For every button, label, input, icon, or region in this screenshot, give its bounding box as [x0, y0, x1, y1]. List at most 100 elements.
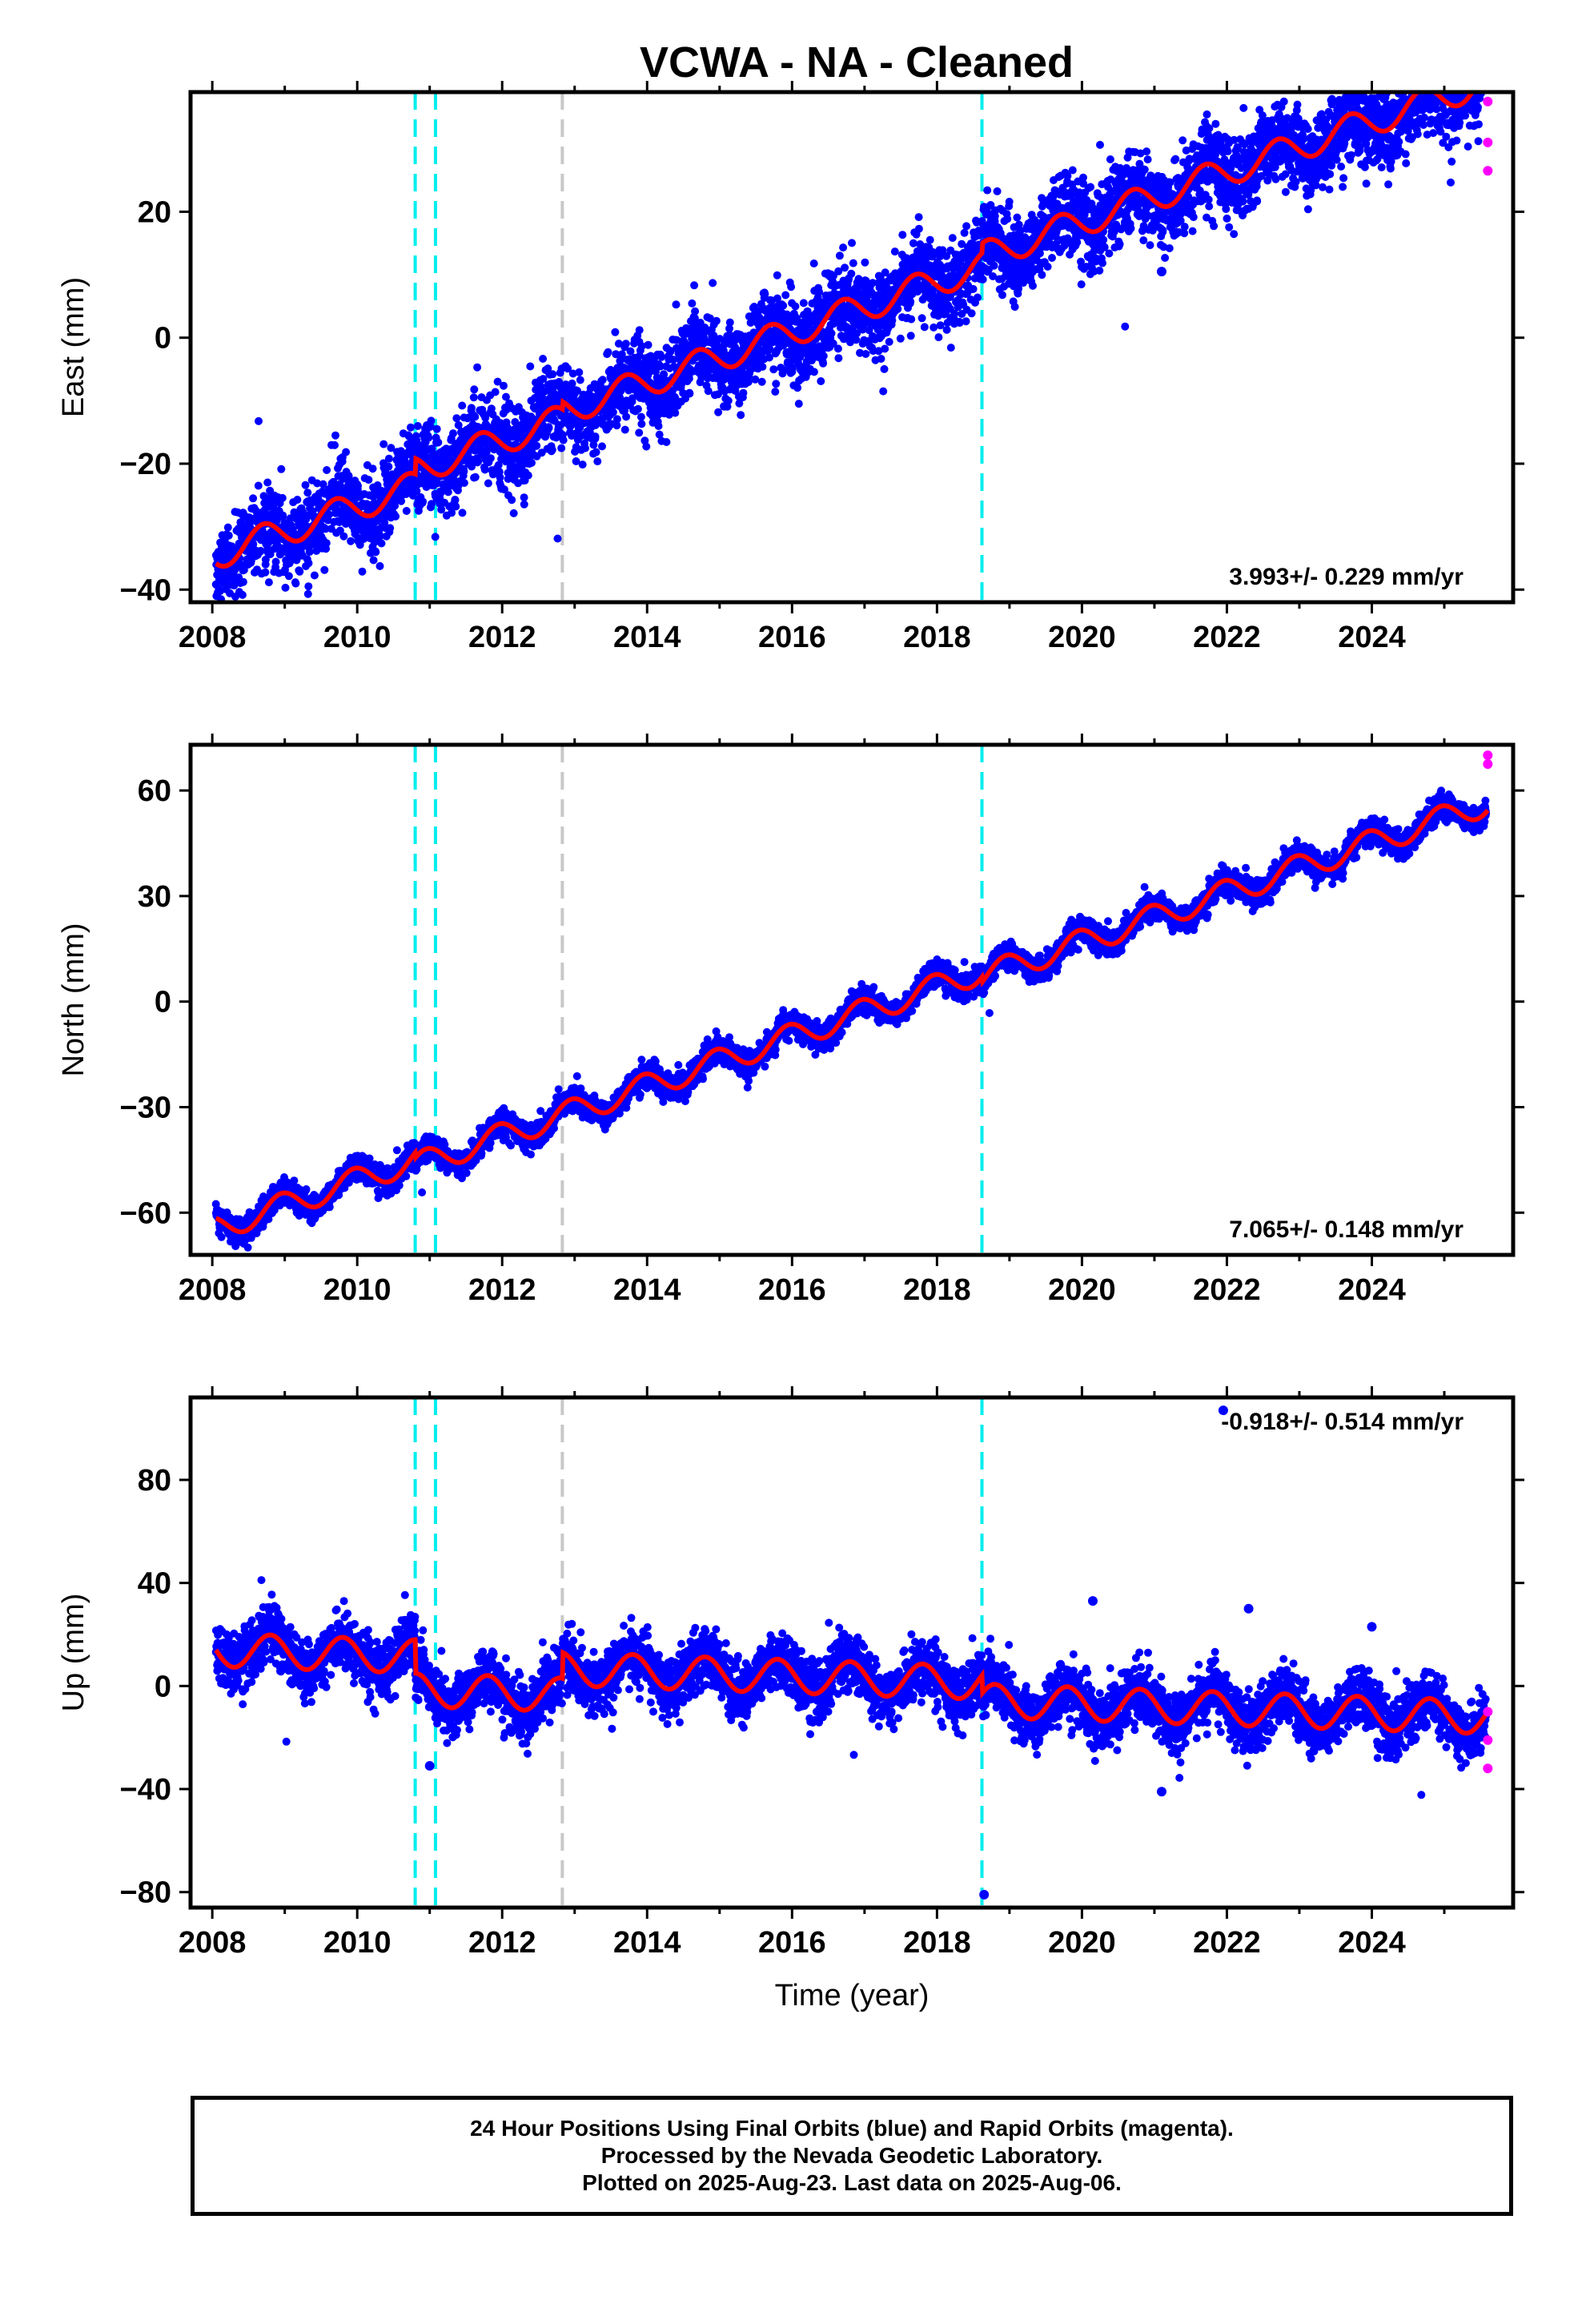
final-point: [758, 363, 767, 371]
final-point: [724, 396, 733, 405]
chart-title: VCWA - NA - Cleaned: [640, 38, 1074, 86]
final-point: [809, 368, 818, 376]
final-point: [386, 524, 395, 533]
final-point: [467, 404, 476, 412]
final-point: [671, 408, 680, 417]
final-point: [263, 478, 272, 487]
final-point: [598, 442, 606, 451]
final-point: [322, 539, 331, 548]
final-point: [1203, 110, 1211, 119]
final-point: [1252, 182, 1261, 191]
final-point: [1326, 170, 1335, 179]
final-point: [942, 325, 951, 334]
final-point: [1048, 254, 1056, 262]
final-point: [990, 261, 998, 270]
final-point: [1239, 197, 1247, 206]
final-point: [660, 370, 669, 379]
final-point: [662, 438, 671, 446]
final-point: [494, 460, 503, 469]
final-point: [835, 251, 844, 260]
final-point: [335, 526, 344, 535]
final-point: [1171, 155, 1180, 163]
final-point: [890, 247, 899, 256]
final-point: [1158, 226, 1167, 235]
final-point: [387, 444, 396, 452]
final-point: [384, 462, 393, 471]
final-point: [612, 415, 621, 424]
final-point: [688, 299, 697, 308]
final-point: [419, 497, 428, 506]
final-point: [473, 363, 482, 372]
final-point: [458, 509, 467, 517]
final-point: [1279, 97, 1288, 106]
final-point: [556, 420, 565, 429]
final-point: [906, 297, 915, 306]
final-point: [452, 502, 460, 511]
final-point: [1225, 223, 1234, 231]
final-point: [544, 424, 553, 432]
final-point: [1325, 185, 1334, 194]
final-point: [413, 422, 422, 430]
final-point: [993, 187, 1002, 195]
final-point: [303, 589, 312, 598]
final-point: [320, 565, 329, 574]
final-point: [962, 317, 970, 326]
final-point: [621, 340, 630, 348]
final-point: [791, 302, 800, 311]
final-point: [881, 344, 889, 353]
final-point: [508, 496, 516, 505]
final-point: [636, 412, 645, 421]
final-point: [303, 489, 312, 497]
final-point: [604, 348, 612, 356]
final-point: [1332, 155, 1341, 164]
final-point: [637, 420, 646, 428]
final-point: [827, 329, 836, 338]
final-point: [526, 362, 535, 371]
final-point: [593, 457, 602, 466]
final-point: [1293, 100, 1302, 109]
final-point: [969, 284, 978, 293]
final-point: [591, 432, 600, 441]
final-point: [885, 337, 893, 346]
final-point: [1126, 224, 1135, 233]
final-point: [286, 514, 295, 523]
final-point: [1105, 249, 1114, 258]
final-point: [437, 505, 446, 514]
final-point: [739, 388, 748, 397]
final-point: [271, 557, 280, 566]
final-point: [841, 263, 849, 272]
final-point: [1239, 103, 1248, 112]
final-point: [532, 441, 541, 450]
final-point: [493, 377, 502, 386]
final-point: [304, 559, 313, 568]
final-point: [620, 406, 629, 415]
final-point: [553, 534, 562, 543]
final-point: [1337, 163, 1346, 171]
final-point: [484, 479, 492, 488]
panels: 2008 2010 2012 2014 2016 2018 2020 2022 2024−40−…: [57, 62, 1524, 2012]
final-point: [879, 387, 888, 396]
final-point: [375, 532, 384, 541]
final-point: [1339, 174, 1348, 183]
final-point: [1222, 205, 1231, 213]
final-point: [500, 485, 508, 494]
final-point: [1223, 214, 1231, 223]
final-point: [293, 496, 302, 504]
final-point: [934, 333, 943, 342]
final-point: [1319, 183, 1327, 191]
final-point: [1180, 223, 1189, 231]
final-point: [1161, 254, 1170, 262]
final-point: [1276, 62, 1284, 70]
final-point: [960, 228, 969, 237]
final-point: [379, 440, 388, 448]
final-point: [771, 388, 780, 396]
final-point: [880, 364, 889, 373]
final-point: [368, 464, 377, 473]
final-point: [809, 259, 818, 267]
final-point: [557, 444, 566, 452]
final-point: [448, 509, 456, 517]
final-point: [491, 388, 500, 396]
final-point: [284, 572, 293, 581]
final-point: [568, 369, 577, 378]
final-point: [673, 336, 681, 344]
